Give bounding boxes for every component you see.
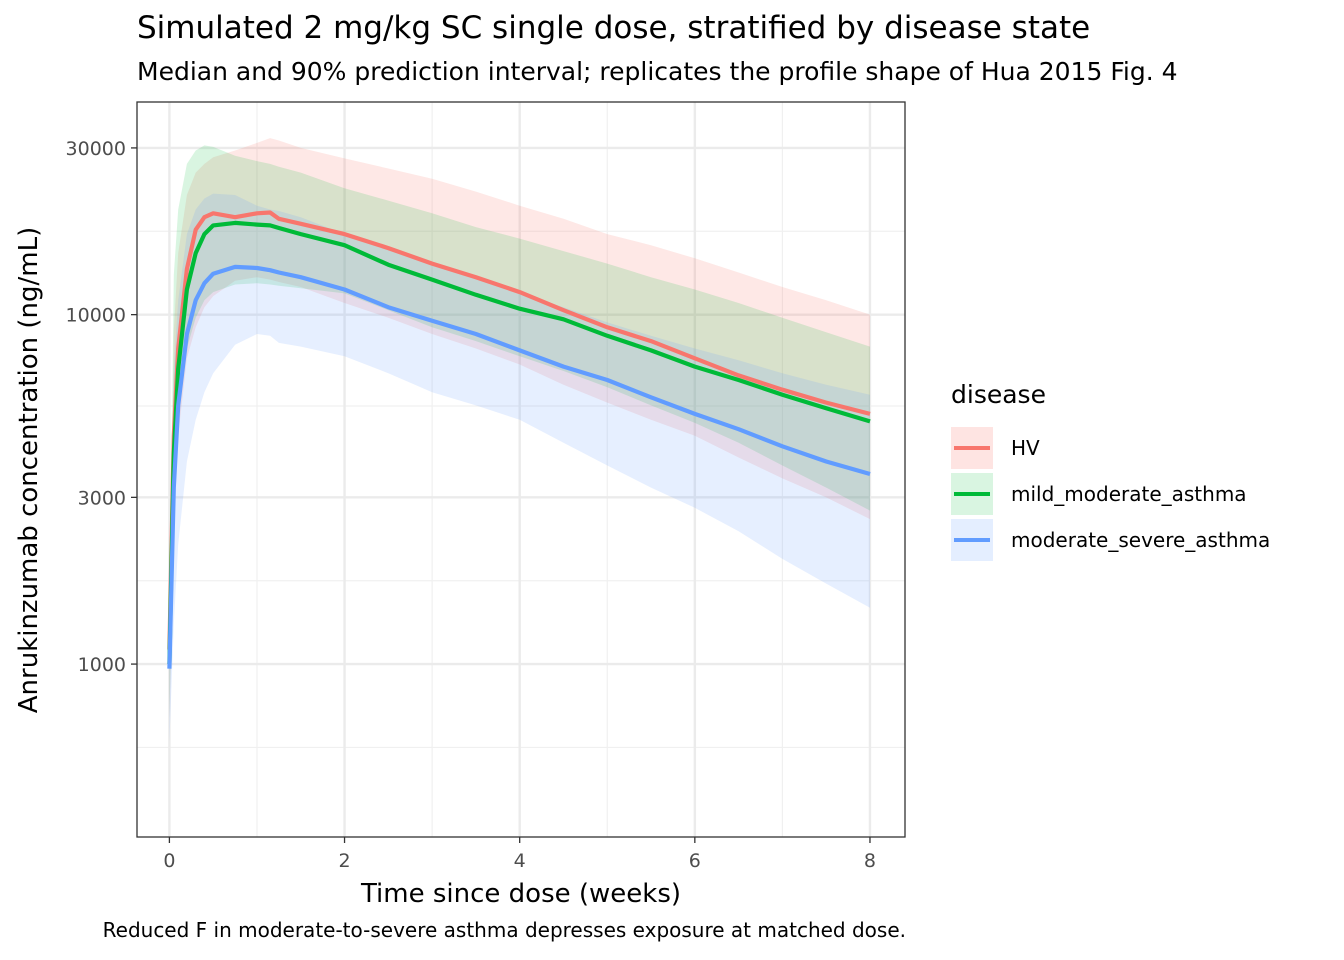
median-line-moderate-severe-asthma (167, 264, 871, 669)
y-tick-label: 30000 (66, 138, 126, 160)
plot-panel-border (136, 101, 906, 838)
band-moderate-severe-asthma (169, 193, 870, 742)
legend-item-moderate-severe-asthma: moderate_severe_asthma (951, 517, 1270, 563)
legend-item-hv: HV (951, 425, 1270, 471)
legend-title: disease (951, 380, 1046, 409)
legend: disease HV mild_moderate_asthma moderate… (951, 380, 1270, 563)
y-tick-label: 3000 (78, 487, 126, 509)
chart-caption: Reduced F in moderate-to-severe asthma d… (102, 918, 906, 942)
legend-item-mild-moderate-asthma: mild_moderate_asthma (951, 471, 1270, 517)
grid-minor (137, 102, 905, 837)
x-tick-label: 6 (689, 850, 701, 872)
median-line-mild-moderate-asthma (167, 220, 871, 665)
x-tick-label: 0 (163, 850, 175, 872)
legend-label: mild_moderate_asthma (1011, 482, 1247, 506)
y-axis-title: Anrukinzumab concentration (ng/mL) (14, 227, 44, 714)
x-tick-label: 4 (514, 850, 526, 872)
y-axis: 1000 3000 10000 30000 (66, 138, 137, 676)
legend-label: moderate_severe_asthma (1011, 528, 1271, 552)
x-tick-label: 8 (864, 850, 876, 872)
y-tick-label: 1000 (78, 654, 126, 676)
y-tick-label: 10000 (66, 305, 126, 327)
median-line-hv (167, 210, 871, 650)
grid-major (137, 102, 905, 837)
chart-title: Simulated 2 mg/kg SC single dose, strati… (137, 10, 1091, 46)
legend-key-moderate-severe-asthma (951, 519, 993, 561)
x-axis: 0 2 4 6 8 (163, 837, 876, 872)
x-axis-title: Time since dose (weeks) (360, 879, 681, 909)
x-tick-label: 2 (338, 850, 350, 872)
legend-key-hv (951, 427, 993, 469)
median-lines (167, 210, 871, 669)
band-hv (169, 138, 870, 719)
legend-label: HV (1011, 436, 1040, 460)
legend-key-mild-moderate-asthma (951, 473, 993, 515)
chart-subtitle: Median and 90% prediction interval; repl… (137, 57, 1178, 86)
